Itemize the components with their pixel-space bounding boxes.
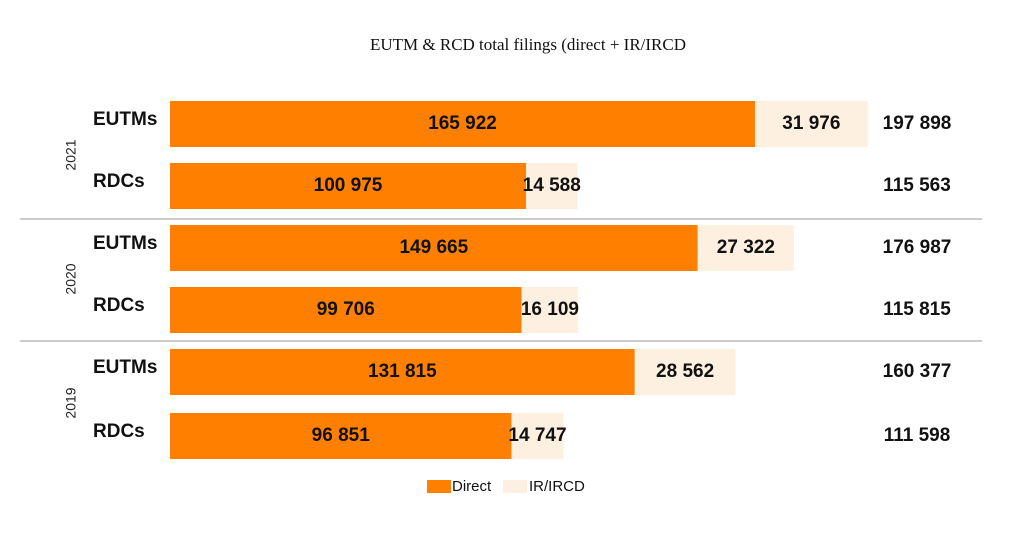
data-label-ir-rdcs-2021: 14 588: [523, 175, 581, 196]
bar-ir-eutms-2020: [697, 225, 795, 271]
bar-direct-eutms-2019: [170, 349, 635, 395]
category-label-rdcs-2020: RDCs: [93, 295, 145, 316]
data-label-ir-eutms-2021: 31 976: [782, 113, 840, 134]
category-label-eutms-2020: EUTMs: [93, 233, 157, 254]
bar-ir-eutms-2019: [634, 349, 736, 395]
data-label-direct-eutms-2019: 131 815: [368, 361, 437, 382]
bar-ir-rdcs-2021: [526, 163, 578, 209]
data-label-direct-eutms-2021: 165 922: [428, 113, 497, 134]
bar-direct-eutms-2021: [170, 101, 755, 147]
data-label-ir-rdcs-2019: 14 747: [508, 425, 566, 446]
data-label-direct-rdcs-2021: 100 975: [314, 175, 383, 196]
bar-ir-rdcs-2020: [521, 287, 579, 333]
total-label-rdcs-2019: 111 598: [884, 425, 951, 446]
bar-direct-rdcs-2019: [170, 413, 512, 459]
chart-title: EUTM & RCD total filings (direct + IR/IR…: [369, 35, 687, 54]
data-label-direct-rdcs-2019: 96 851: [312, 425, 371, 446]
year-label-2019: 2019: [63, 387, 79, 418]
bar-direct-rdcs-2021: [170, 163, 527, 209]
category-label-rdcs-2019: RDCs: [93, 421, 145, 442]
data-label-direct-eutms-2020: 149 665: [399, 237, 468, 258]
category-label-eutms-2021: EUTMs: [93, 109, 157, 130]
category-label-eutms-2019: EUTMs: [93, 357, 157, 378]
bar-ir-rdcs-2019: [511, 413, 564, 459]
category-label-rdcs-2021: RDCs: [93, 171, 145, 192]
total-label-eutms-2021: 197 898: [883, 113, 952, 134]
legend-swatch-direct: [427, 480, 451, 493]
legend-label-direct: Direct: [452, 478, 492, 495]
bar-direct-eutms-2020: [170, 225, 698, 271]
data-label-ir-eutms-2020: 27 322: [717, 237, 775, 258]
total-label-eutms-2019: 160 377: [883, 361, 952, 382]
bar-direct-rdcs-2020: [170, 287, 522, 333]
total-label-rdcs-2020: 115 815: [883, 299, 951, 320]
legend-label-ir: IR/IRCD: [529, 478, 585, 495]
bar-ir-eutms-2021: [755, 101, 868, 147]
total-label-rdcs-2021: 115 563: [883, 175, 951, 196]
year-label-2021: 2021: [63, 139, 79, 170]
data-label-direct-rdcs-2020: 99 706: [317, 299, 375, 320]
legend-swatch-ir: [503, 480, 527, 493]
total-label-eutms-2020: 176 987: [883, 237, 952, 258]
data-label-ir-rdcs-2020: 16 109: [521, 299, 579, 320]
data-label-ir-eutms-2019: 28 562: [656, 361, 714, 382]
year-label-2020: 2020: [63, 263, 79, 294]
